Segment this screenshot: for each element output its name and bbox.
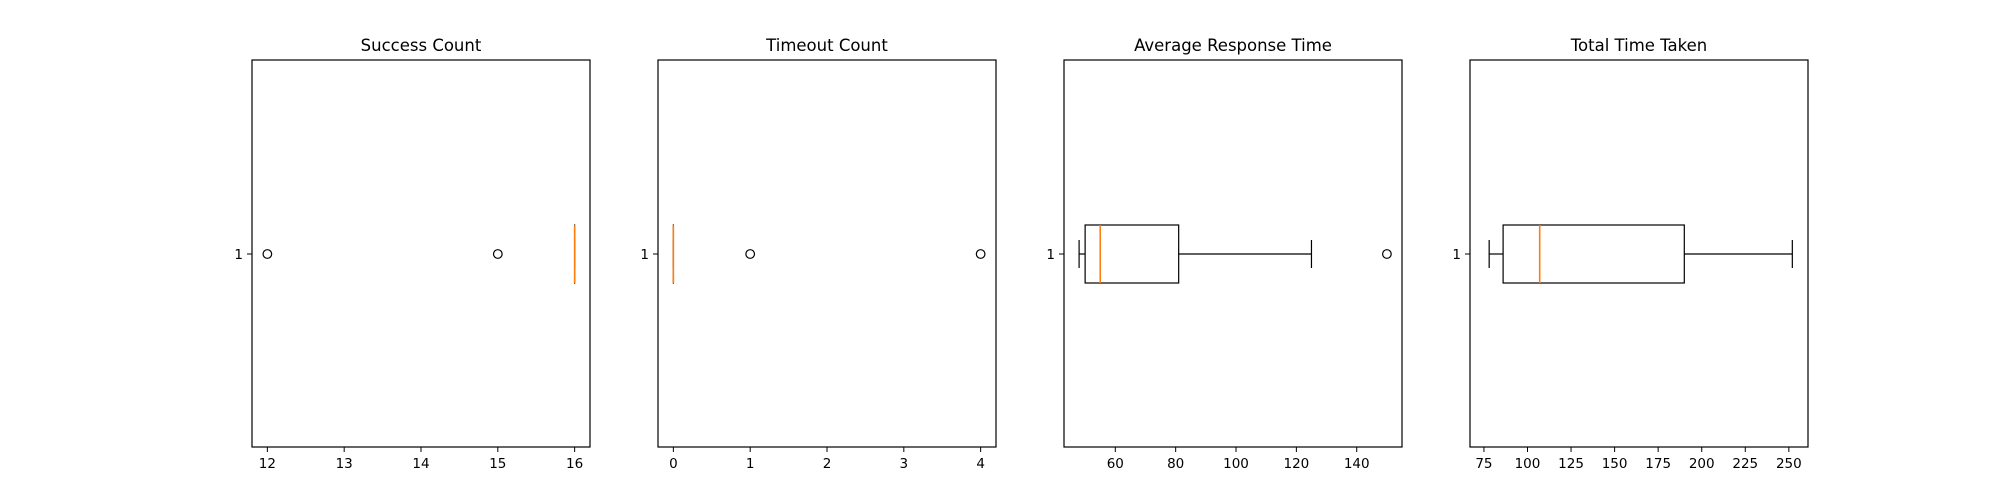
y-tick-label: 1: [1452, 247, 1461, 263]
y-tick-label: 1: [640, 247, 649, 263]
x-tick-label: 75: [1475, 456, 1492, 472]
x-tick-label: 12: [259, 456, 276, 472]
outlier-point: [492, 249, 503, 259]
chart-title: Timeout Count: [765, 36, 888, 55]
x-tick-label: 15: [489, 456, 506, 472]
x-tick-label: 225: [1732, 456, 1758, 472]
plot-frame: [251, 59, 591, 448]
x-tick-label: 1: [746, 456, 755, 472]
x-tick-label: 150: [1602, 456, 1628, 472]
x-tick-label: 140: [1344, 456, 1370, 472]
chart-title: Total Time Taken: [1570, 36, 1707, 55]
x-tick-label: 175: [1645, 456, 1671, 472]
y-tick-label: 1: [234, 247, 243, 263]
chart-title: Average Response Time: [1134, 36, 1332, 55]
plot-frame: [657, 59, 997, 448]
chart-panel: Timeout Count 0 1 2 3 4 1: [640, 36, 997, 472]
x-tick-label: 60: [1107, 456, 1124, 472]
outlier-point: [975, 249, 986, 259]
x-tick-label: 100: [1515, 456, 1541, 472]
x-tick-label: 2: [823, 456, 832, 472]
x-tick-label: 250: [1776, 456, 1802, 472]
x-tick-label: 125: [1558, 456, 1584, 472]
x-tick-label: 14: [412, 456, 429, 472]
x-tick-label: 100: [1223, 456, 1249, 472]
y-tick-label: 1: [1046, 247, 1055, 263]
chart-panel: Success Count 12 13 14 15 16 1: [234, 36, 591, 472]
x-tick-label: 16: [566, 456, 583, 472]
chart-panel: Total Time Taken 75 100 125 150 175 200 225 250 1: [1452, 36, 1809, 472]
x-tick-label: 120: [1283, 456, 1309, 472]
iqr-box: [1502, 224, 1685, 284]
chart-panel: Average Response Time 60 80 100 120 140 1: [1046, 36, 1403, 472]
outlier-point: [262, 249, 273, 259]
chart-title: Success Count: [361, 36, 482, 55]
outlier-point: [745, 249, 756, 259]
outlier-point: [1382, 249, 1392, 259]
x-tick-label: 13: [336, 456, 353, 472]
x-tick-label: 0: [669, 456, 678, 472]
x-tick-label: 80: [1167, 456, 1184, 472]
iqr-box: [1084, 224, 1180, 284]
x-tick-label: 4: [976, 456, 985, 472]
x-tick-label: 200: [1689, 456, 1715, 472]
x-tick-label: 3: [900, 456, 909, 472]
